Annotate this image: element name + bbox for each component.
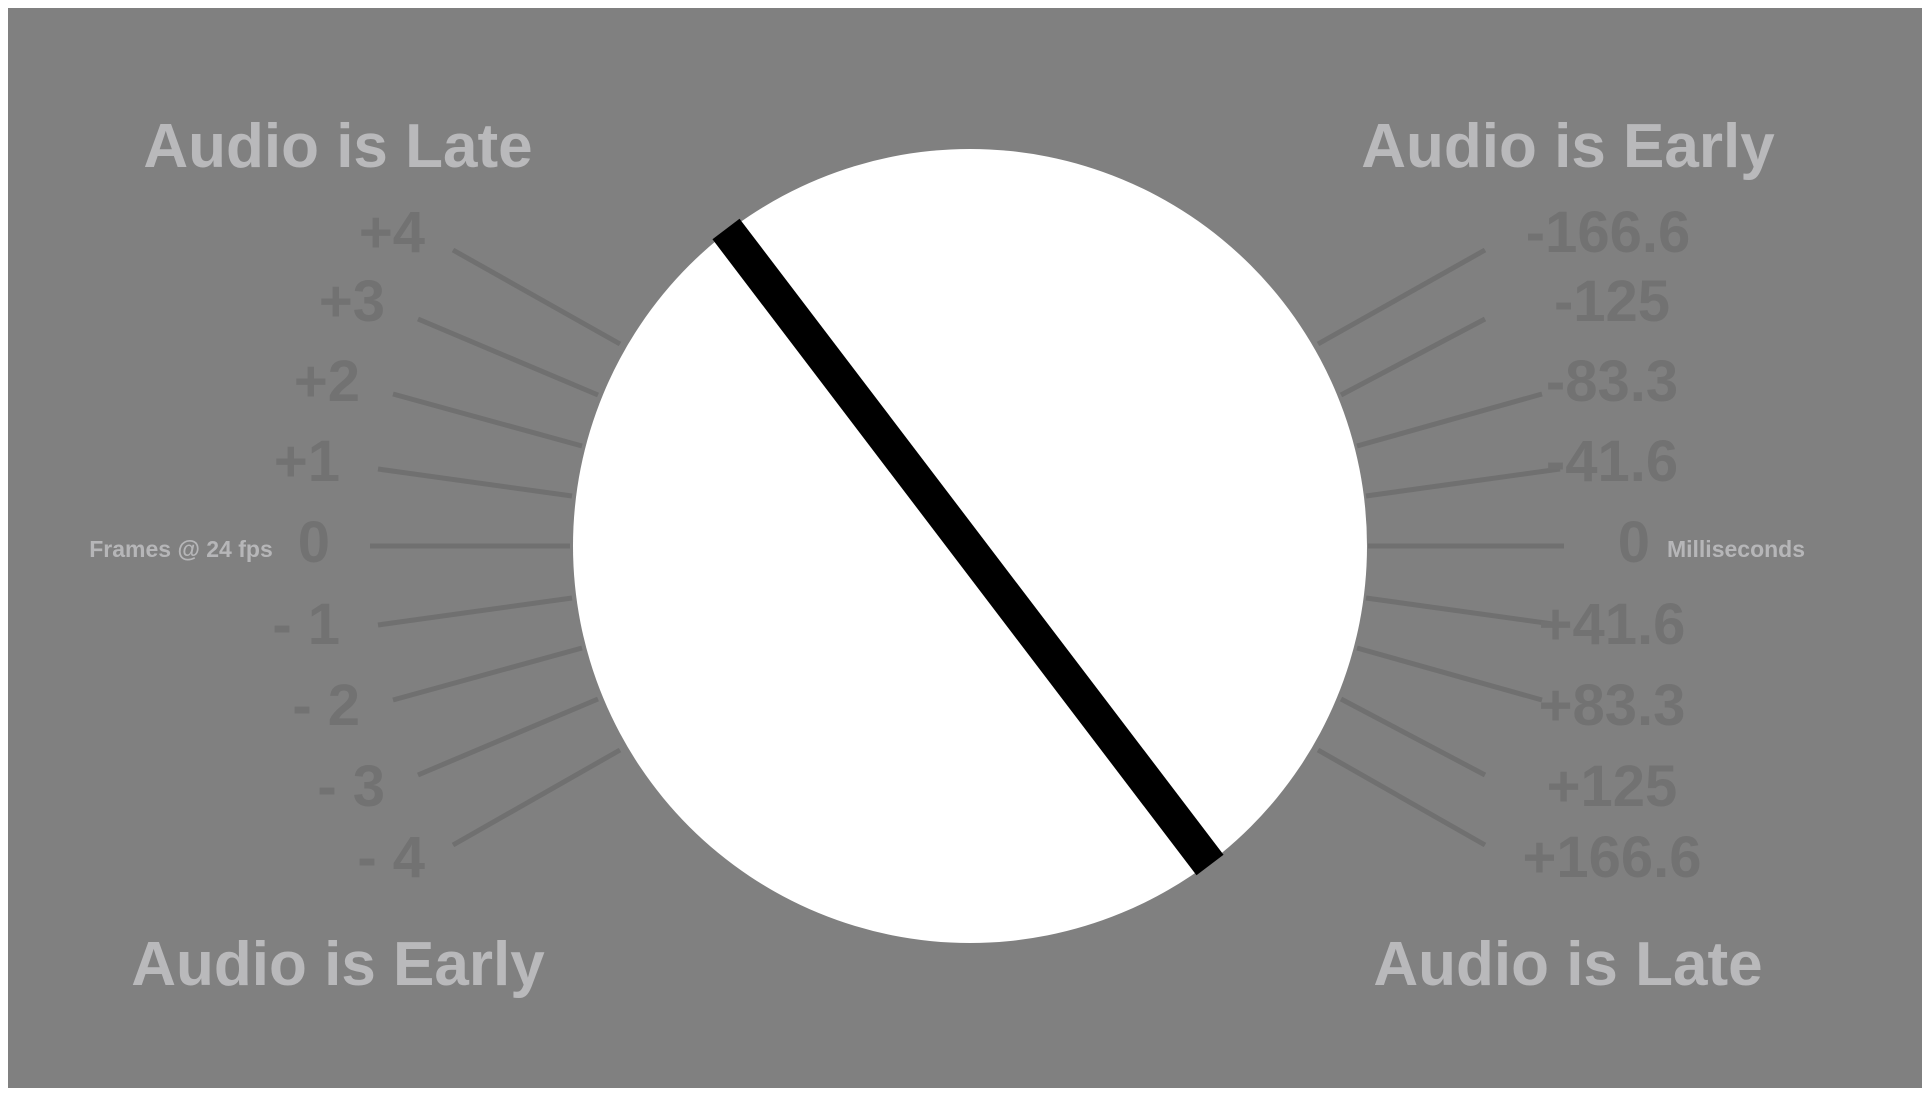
frames-scale-label: +1 bbox=[274, 429, 340, 494]
frames-scale-label: +3 bbox=[319, 269, 385, 334]
frames-tick-line bbox=[392, 645, 583, 703]
unit-label-left: Frames @ 24 fps bbox=[89, 536, 273, 562]
frames-tick-line bbox=[417, 696, 599, 778]
heading-bottom-right: Audio is Late bbox=[1373, 930, 1762, 999]
frames-scale-label: - 3 bbox=[317, 754, 385, 819]
milliseconds-scale-label: -125 bbox=[1554, 269, 1670, 334]
milliseconds-scale-label: +83.3 bbox=[1539, 673, 1686, 738]
tick-lines bbox=[370, 247, 1564, 848]
frames-scale: +4+3 +2 +1 0 - 1 - 2 - 3- 4 bbox=[272, 200, 425, 890]
heading-bottom-left: Audio is Early bbox=[131, 930, 545, 999]
frames-tick-line bbox=[377, 466, 573, 499]
frames-scale-label: - 2 bbox=[292, 673, 360, 738]
unit-label-right: Milliseconds bbox=[1667, 536, 1805, 562]
milliseconds-tick-line bbox=[1339, 696, 1487, 778]
frames-tick-line bbox=[392, 391, 583, 449]
milliseconds-tick-line bbox=[1316, 747, 1487, 848]
frames-tick-line bbox=[417, 316, 599, 398]
milliseconds-tick-line bbox=[1356, 391, 1543, 449]
milliseconds-tick-line bbox=[1365, 595, 1561, 628]
milliseconds-scale-label: 0 bbox=[1618, 510, 1650, 575]
frames-tick-line bbox=[451, 747, 622, 848]
milliseconds-tick-line bbox=[1316, 247, 1487, 347]
milliseconds-tick-line bbox=[1339, 316, 1487, 398]
frames-scale-label: - 1 bbox=[272, 592, 340, 657]
milliseconds-scale-label: +166.6 bbox=[1522, 825, 1701, 890]
milliseconds-scale-label: +125 bbox=[1547, 754, 1678, 819]
frames-scale-label: +4 bbox=[359, 200, 425, 265]
milliseconds-scale-label: -83.3 bbox=[1546, 349, 1678, 414]
frames-scale-label: 0 bbox=[298, 510, 330, 575]
milliseconds-scale-label: +41.6 bbox=[1539, 592, 1686, 657]
frames-scale-label: - 4 bbox=[357, 825, 425, 890]
milliseconds-tick-line bbox=[1365, 466, 1561, 499]
milliseconds-scale-label: -41.6 bbox=[1546, 429, 1678, 494]
milliseconds-tick-line bbox=[1356, 645, 1543, 703]
heading-top-left: Audio is Late bbox=[143, 112, 532, 181]
milliseconds-scale-label: -166.6 bbox=[1526, 200, 1690, 265]
heading-top-right: Audio is Early bbox=[1361, 112, 1775, 181]
frames-scale-label: +2 bbox=[294, 349, 360, 414]
needle-bar bbox=[712, 218, 1224, 876]
frames-tick-line bbox=[377, 595, 573, 628]
frames-tick-line bbox=[451, 247, 622, 347]
milliseconds-scale: -166.6-125 -83.3 -41.6 0 +41.6 +83.3 +125+166.… bbox=[1522, 200, 1701, 890]
